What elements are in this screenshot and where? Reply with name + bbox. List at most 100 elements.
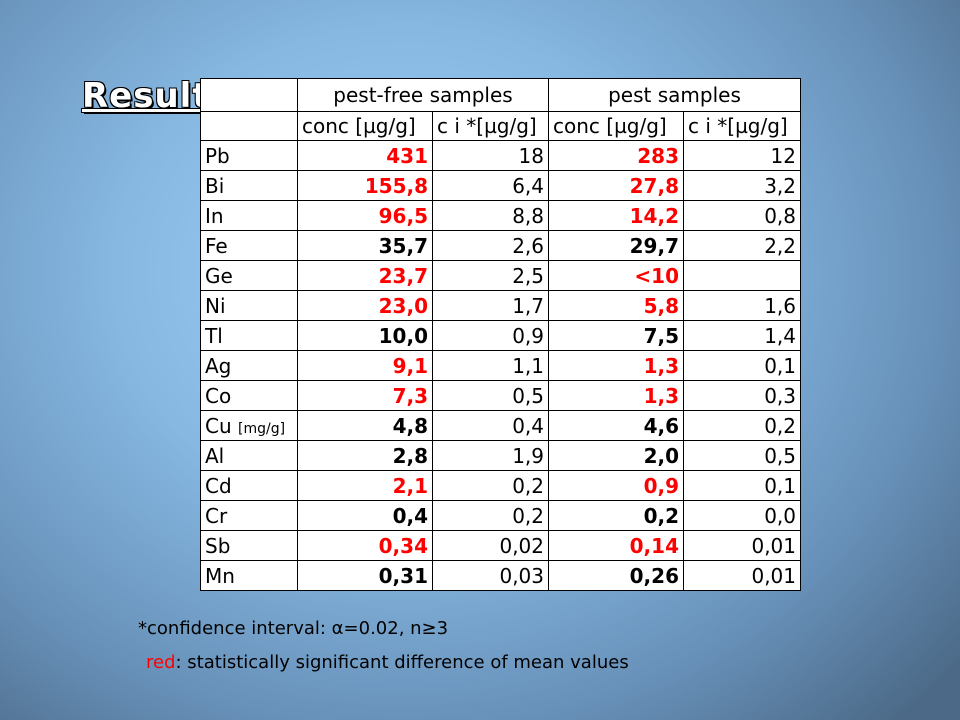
ci-cell: 0,2 bbox=[432, 500, 549, 531]
conc-cell: 4,6 bbox=[548, 410, 684, 441]
footnote: *confidence interval: α=0.02, n≥3 bbox=[138, 618, 449, 639]
results-table: pest-free samples pest samples conc [µg/g]… bbox=[200, 78, 801, 591]
ci-cell: 18 bbox=[432, 140, 549, 171]
corner-cell bbox=[200, 78, 298, 112]
ci-cell: 0,1 bbox=[683, 470, 801, 501]
ci-cell: 1,6 bbox=[683, 290, 801, 321]
data-row: Pb 431 18 283 12 bbox=[200, 140, 801, 171]
element-cell: Pb bbox=[200, 140, 298, 171]
conc-cell: 10,0 bbox=[297, 320, 433, 351]
footnote: red: statistically significant differenc… bbox=[146, 652, 629, 673]
data-row: Ge 23,7 2,5 <10 bbox=[200, 260, 801, 291]
element-cell: Bi bbox=[200, 170, 298, 201]
subheader: c i *[µg/g] bbox=[683, 111, 801, 141]
element-cell: Sb bbox=[200, 530, 298, 561]
conc-cell: 5,8 bbox=[548, 290, 684, 321]
element-cell: Ge bbox=[200, 260, 298, 291]
subheader: c i *[µg/g] bbox=[432, 111, 549, 141]
conc-cell: <10 bbox=[548, 260, 684, 291]
element: Tl bbox=[205, 323, 223, 348]
ci-cell: 0,2 bbox=[683, 410, 801, 441]
element: Ag bbox=[205, 353, 232, 378]
conc-cell: 1,3 bbox=[548, 380, 684, 411]
data-row: Cd 2,1 0,2 0,9 0,1 bbox=[200, 470, 801, 501]
ci-cell: 0,1 bbox=[683, 350, 801, 381]
conc-cell: 0,34 bbox=[297, 530, 433, 561]
element-cell: Cu [mg/g] bbox=[200, 410, 298, 441]
data-row: Bi 155,8 6,4 27,8 3,2 bbox=[200, 170, 801, 201]
element: Co bbox=[205, 383, 232, 408]
ci-cell: 0,3 bbox=[683, 380, 801, 411]
element: Cr bbox=[205, 503, 228, 528]
conc-cell: 2,8 bbox=[297, 440, 433, 471]
element: Fe bbox=[205, 233, 228, 258]
conc-cell: 0,2 bbox=[548, 500, 684, 531]
element-cell: Ni bbox=[200, 290, 298, 321]
ci-cell: 0,03 bbox=[432, 560, 549, 591]
ci-cell: 12 bbox=[683, 140, 801, 171]
element: In bbox=[205, 203, 224, 228]
element: Ni bbox=[205, 293, 226, 318]
ci-cell: 1,9 bbox=[432, 440, 549, 471]
element-cell: Co bbox=[200, 380, 298, 411]
group-header: pest-free samples bbox=[297, 78, 549, 112]
conc-cell: 1,3 bbox=[548, 350, 684, 381]
conc-cell: 27,8 bbox=[548, 170, 684, 201]
ci-cell: 6,4 bbox=[432, 170, 549, 201]
group-header-row: pest-free samples pest samples bbox=[200, 78, 801, 112]
conc-cell: 431 bbox=[297, 140, 433, 171]
conc-cell: 0,14 bbox=[548, 530, 684, 561]
data-row: Cr 0,4 0,2 0,2 0,0 bbox=[200, 500, 801, 531]
element-cell: Cr bbox=[200, 500, 298, 531]
element: Sb bbox=[205, 533, 231, 558]
element: Cu bbox=[205, 413, 232, 438]
ci-cell: 0,01 bbox=[683, 560, 801, 591]
element: Cd bbox=[205, 473, 232, 498]
ci-cell: 0,0 bbox=[683, 500, 801, 531]
data-row: Co 7,3 0,5 1,3 0,3 bbox=[200, 380, 801, 411]
ci-cell: 0,8 bbox=[683, 200, 801, 231]
data-row: Tl 10,0 0,9 7,5 1,4 bbox=[200, 320, 801, 351]
subheader: conc [µg/g] bbox=[548, 111, 684, 141]
ci-cell: 2,5 bbox=[432, 260, 549, 291]
subheader: conc [µg/g] bbox=[297, 111, 433, 141]
conc-cell: 23,7 bbox=[297, 260, 433, 291]
ci-cell: 0,9 bbox=[432, 320, 549, 351]
ci-cell: 0,4 bbox=[432, 410, 549, 441]
ci-cell: 1,4 bbox=[683, 320, 801, 351]
conc-cell: 0,9 bbox=[548, 470, 684, 501]
ci-cell: 0,2 bbox=[432, 470, 549, 501]
data-row: In 96,5 8,8 14,2 0,8 bbox=[200, 200, 801, 231]
element: Mn bbox=[205, 563, 235, 588]
element-cell: Al bbox=[200, 440, 298, 471]
conc-cell: 29,7 bbox=[548, 230, 684, 261]
element-cell: Tl bbox=[200, 320, 298, 351]
subheader-row: conc [µg/g] c i *[µg/g] conc [µg/g] c i *[µ… bbox=[200, 111, 801, 141]
group-header: pest samples bbox=[548, 78, 801, 112]
conc-cell: 96,5 bbox=[297, 200, 433, 231]
conc-cell: 2,1 bbox=[297, 470, 433, 501]
ci-cell: 0,02 bbox=[432, 530, 549, 561]
ci-cell: 2,6 bbox=[432, 230, 549, 261]
element: Pb bbox=[205, 143, 230, 168]
conc-cell: 0,26 bbox=[548, 560, 684, 591]
data-row: Cu [mg/g] 4,8 0,4 4,6 0,2 bbox=[200, 410, 801, 441]
data-row: Mn 0,31 0,03 0,26 0,01 bbox=[200, 560, 801, 591]
element-cell: In bbox=[200, 200, 298, 231]
element-cell: Mn bbox=[200, 560, 298, 591]
ci-cell: 2,2 bbox=[683, 230, 801, 261]
unit: [mg/g] bbox=[238, 420, 286, 437]
ci-cell: 0,01 bbox=[683, 530, 801, 561]
data-row: Al 2,8 1,9 2,0 0,5 bbox=[200, 440, 801, 471]
conc-cell: 7,5 bbox=[548, 320, 684, 351]
element: Al bbox=[205, 443, 225, 468]
data-row: Ni 23,0 1,7 5,8 1,6 bbox=[200, 290, 801, 321]
ci-cell bbox=[683, 260, 801, 291]
element-cell: Ag bbox=[200, 350, 298, 381]
conc-cell: 14,2 bbox=[548, 200, 684, 231]
red-word: red bbox=[146, 652, 176, 673]
element: Ge bbox=[205, 263, 233, 288]
ci-cell: 8,8 bbox=[432, 200, 549, 231]
ci-cell: 0,5 bbox=[432, 380, 549, 411]
